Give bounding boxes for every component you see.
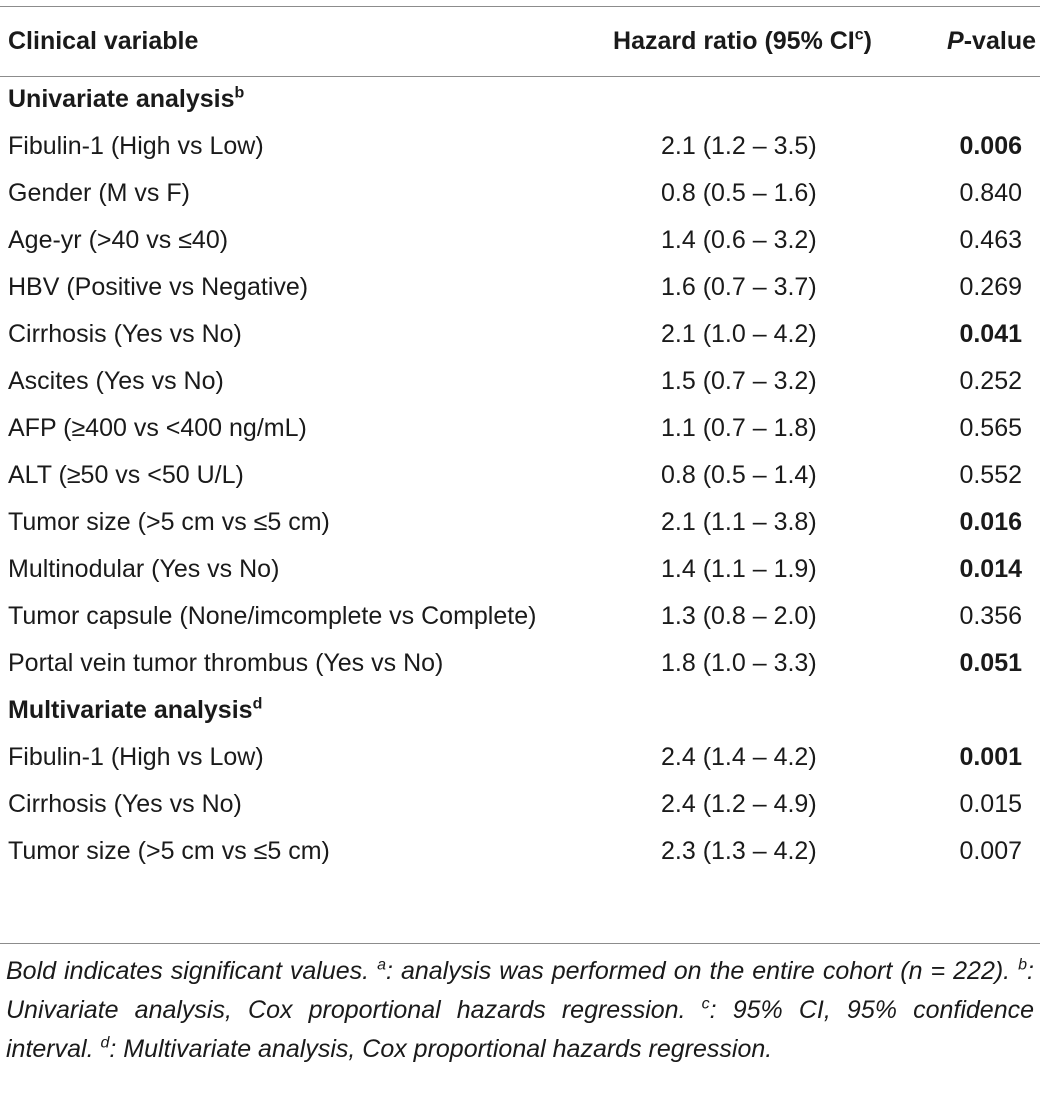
section-row: Multivariate analysisd (0, 687, 1040, 734)
variable-cell: Ascites (Yes vs No) (8, 367, 224, 395)
p-value-cell: 0.840 (959, 179, 1022, 207)
p-value-cell: 0.014 (959, 555, 1022, 583)
p-value-cell: 0.001 (959, 743, 1022, 771)
variable-cell: Tumor size (>5 cm vs ≤5 cm) (8, 508, 330, 536)
table-body: Univariate analysisb Fibulin-1 (High vs L… (0, 76, 1040, 875)
table-footnote: Bold indicates significant values. a: an… (6, 956, 1035, 1063)
p-value-cell: 0.252 (959, 367, 1022, 395)
variable-cell: Tumor size (>5 cm vs ≤5 cm) (8, 837, 330, 865)
header-rule (0, 76, 1040, 77)
p-value-cell: 0.356 (959, 602, 1022, 630)
variable-cell: HBV (Positive vs Negative) (8, 273, 309, 301)
top-rule (0, 6, 1040, 7)
p-value-cell: 0.006 (959, 132, 1022, 160)
hazard-ratio-cell: 2.1 (1.2 – 3.5) (661, 132, 817, 160)
variable-cell: ALT (≥50 vs <50 U/L) (8, 461, 244, 489)
variable-cell: Gender (M vs F) (8, 179, 190, 207)
hazard-ratio-cell: 1.6 (0.7 – 3.7) (661, 273, 817, 301)
section-row: Univariate analysisb (0, 76, 1040, 123)
hazard-ratio-cell: 2.4 (1.4 – 4.2) (661, 743, 817, 771)
hazard-ratio-cell: 1.4 (1.1 – 1.9) (661, 555, 817, 583)
p-value-cell: 0.051 (959, 649, 1022, 677)
hazard-ratio-cell: 1.4 (0.6 – 3.2) (661, 226, 817, 254)
hazard-ratio-cell: 0.8 (0.5 – 1.6) (661, 179, 817, 207)
section-title: Univariate analysisb (8, 84, 245, 113)
header-row: Clinical variable Hazard ratio (95% CIc)… (0, 6, 1040, 76)
section-title: Multivariate analysisd (8, 695, 263, 724)
variable-cell: Fibulin-1 (High vs Low) (8, 132, 264, 160)
table-row: Multinodular (Yes vs No) 1.4 (1.1 – 1.9) 0… (0, 546, 1040, 593)
variable-cell: AFP (≥400 vs <400 ng/mL) (8, 414, 307, 442)
hazard-ratio-cell: 2.1 (1.0 – 4.2) (661, 320, 817, 348)
hazard-ratio-cell: 2.1 (1.1 – 3.8) (661, 508, 817, 536)
bottom-rule (0, 943, 1040, 944)
p-value-cell: 0.565 (959, 414, 1022, 442)
table-row: Tumor size (>5 cm vs ≤5 cm) 2.3 (1.3 – 4.… (0, 828, 1040, 875)
table-row: Gender (M vs F) 0.8 (0.5 – 1.6) 0.840 (0, 170, 1040, 217)
hazard-ratio-table: Clinical variable Hazard ratio (95% CIc)… (0, 6, 1040, 875)
variable-cell: Tumor capsule (None/imcomplete vs Comple… (8, 602, 537, 630)
header-p-value: P-value (947, 27, 1036, 55)
table-row: Portal vein tumor thrombus (Yes vs No) 1.… (0, 640, 1040, 687)
table-row: Cirrhosis (Yes vs No) 2.1 (1.0 – 4.2) 0.04… (0, 311, 1040, 358)
p-value-cell: 0.552 (959, 461, 1022, 489)
p-value-cell: 0.016 (959, 508, 1022, 536)
p-value-cell: 0.007 (959, 837, 1022, 865)
variable-cell: Age-yr (>40 vs ≤40) (8, 226, 229, 254)
table-row: Ascites (Yes vs No) 1.5 (0.7 – 3.2) 0.252 (0, 358, 1040, 405)
variable-cell: Fibulin-1 (High vs Low) (8, 743, 264, 771)
table-row: Cirrhosis (Yes vs No) 2.4 (1.2 – 4.9) 0.01… (0, 781, 1040, 828)
hazard-ratio-cell: 2.4 (1.2 – 4.9) (661, 790, 817, 818)
header-hazard-ratio: Hazard ratio (95% CIc) (613, 26, 872, 55)
variable-cell: Cirrhosis (Yes vs No) (8, 790, 242, 818)
variable-cell: Portal vein tumor thrombus (Yes vs No) (8, 649, 444, 677)
variable-cell: Cirrhosis (Yes vs No) (8, 320, 242, 348)
table-row: AFP (≥400 vs <400 ng/mL) 1.1 (0.7 – 1.8) 0… (0, 405, 1040, 452)
table-row: HBV (Positive vs Negative) 1.6 (0.7 – 3.7… (0, 264, 1040, 311)
p-value-cell: 0.463 (959, 226, 1022, 254)
table-row: Tumor size (>5 cm vs ≤5 cm) 2.1 (1.1 – 3.… (0, 499, 1040, 546)
hazard-ratio-cell: 1.1 (0.7 – 1.8) (661, 414, 817, 442)
table-row: Fibulin-1 (High vs Low) 2.1 (1.2 – 3.5) 0.… (0, 123, 1040, 170)
hazard-ratio-cell: 0.8 (0.5 – 1.4) (661, 461, 817, 489)
table-row: ALT (≥50 vs <50 U/L) 0.8 (0.5 – 1.4) 0.552 (0, 452, 1040, 499)
header-clinical-variable: Clinical variable (8, 27, 199, 55)
table-row: Fibulin-1 (High vs Low) 2.4 (1.4 – 4.2) 0.… (0, 734, 1040, 781)
p-value-cell: 0.269 (959, 273, 1022, 301)
variable-cell: Multinodular (Yes vs No) (8, 555, 280, 583)
hazard-ratio-cell: 1.3 (0.8 – 2.0) (661, 602, 817, 630)
table-row: Tumor capsule (None/imcomplete vs Comple… (0, 593, 1040, 640)
hazard-ratio-cell: 2.3 (1.3 – 4.2) (661, 837, 817, 865)
p-value-cell: 0.015 (959, 790, 1022, 818)
hazard-ratio-cell: 1.8 (1.0 – 3.3) (661, 649, 817, 677)
table-row: Age-yr (>40 vs ≤40) 1.4 (0.6 – 3.2) 0.463 (0, 217, 1040, 264)
p-value-cell: 0.041 (959, 320, 1022, 348)
hazard-ratio-cell: 1.5 (0.7 – 3.2) (661, 367, 817, 395)
